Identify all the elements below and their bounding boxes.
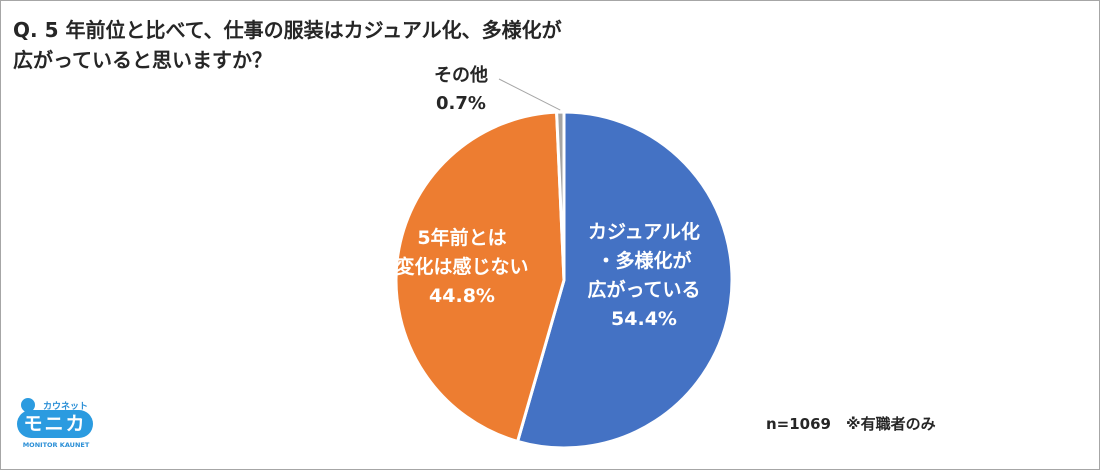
slice-1-percent-label: 44.8% — [429, 285, 495, 307]
pie-slice-0 — [515, 110, 734, 450]
slice-1-label-line: 5年前とは — [417, 226, 506, 249]
leader-line-other — [498, 78, 561, 111]
chart-title: Q. 5 年前位と比べて、仕事の服装はカジュアル化、多様化が 広がっていると思い… — [13, 15, 562, 75]
logo-top-text: カウネット — [43, 402, 89, 412]
pie-slice-2 — [555, 110, 566, 281]
sample-note: n=1069 ※有職者のみ — [766, 415, 936, 433]
slice-0-label-line: 広がっている — [587, 278, 700, 301]
title-line-1: Q. 5 年前位と比べて、仕事の服装はカジュアル化、多様化が — [13, 18, 562, 42]
logo-bottom-text: MONITOR KAUNET — [22, 441, 90, 449]
title-line-2: 広がっていると思いますか？ — [13, 48, 272, 72]
monica-logo: カウネット モニカ MONITOR KAUNET — [13, 395, 99, 456]
slice-1-label-line: 変化は感じない — [395, 255, 528, 278]
logo-main-text: モニカ — [17, 410, 93, 438]
slice-0-percent-label: 54.4% — [611, 308, 677, 330]
slice-2-label-line: その他 — [434, 64, 488, 86]
slice-2-percent-label: 0.7% — [436, 93, 486, 114]
slice-0-label-line: ・多様化が — [596, 249, 691, 272]
slice-0-label-line: カジュアル化 — [588, 220, 700, 243]
pie-slice-1 — [394, 110, 566, 444]
